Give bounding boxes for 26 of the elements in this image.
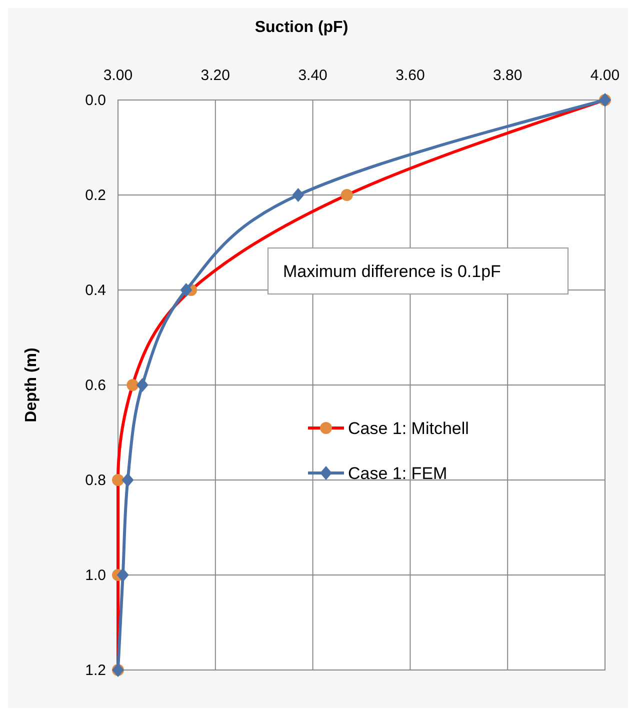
x-tick-label: 3.40 bbox=[298, 67, 328, 84]
y-tick-label: 0.4 bbox=[85, 282, 106, 299]
x-axis-title: Suction (pF) bbox=[254, 19, 348, 36]
point bbox=[340, 189, 353, 201]
y-tick-label: 0.2 bbox=[85, 187, 106, 204]
x-tick-label: 3.80 bbox=[493, 67, 522, 84]
point bbox=[122, 473, 134, 487]
point bbox=[180, 283, 192, 297]
y-tick-label: 0.6 bbox=[85, 377, 106, 394]
point bbox=[116, 568, 129, 582]
y-tick-label: 1.0 bbox=[85, 567, 106, 584]
y-axis-title: Depth (m) bbox=[23, 348, 40, 422]
x-tick-label: 3.60 bbox=[396, 67, 425, 84]
y-tick-label: 0.8 bbox=[85, 472, 106, 489]
point bbox=[136, 378, 148, 392]
legend-label: Case 1: FEM bbox=[348, 464, 448, 483]
point bbox=[112, 474, 124, 486]
annotation: Maximum difference is 0.1pF bbox=[283, 262, 501, 281]
x-tick-label: 3.00 bbox=[103, 67, 133, 84]
x-tick-label: 4.00 bbox=[590, 67, 620, 84]
y-tick-label: 1.2 bbox=[85, 662, 106, 679]
x-tick-label: 3.20 bbox=[200, 67, 230, 84]
y-tick-label: 0.0 bbox=[85, 92, 106, 109]
point bbox=[126, 379, 139, 391]
legend-label: Case 1: Mitchell bbox=[348, 419, 469, 438]
point bbox=[292, 188, 304, 202]
